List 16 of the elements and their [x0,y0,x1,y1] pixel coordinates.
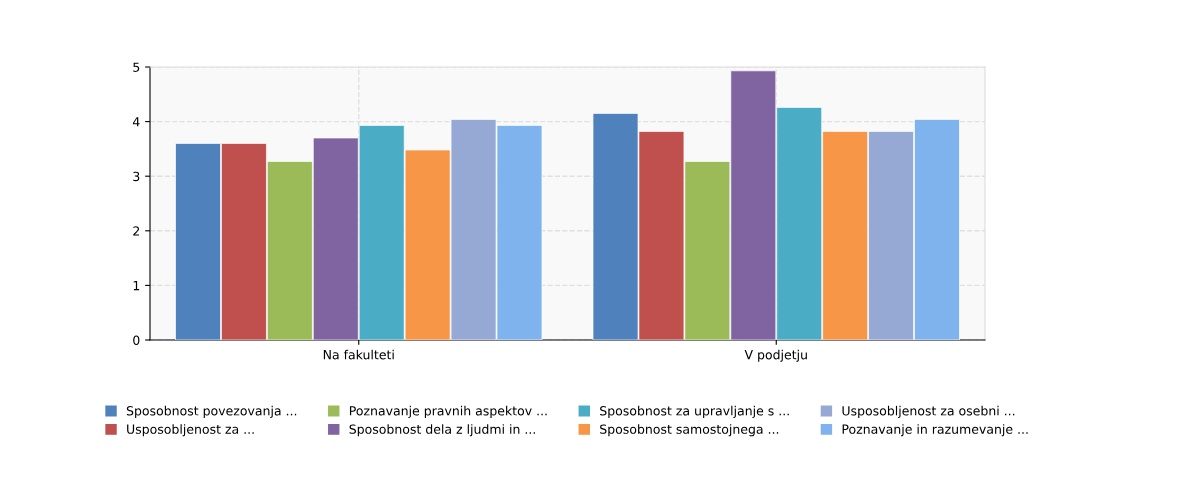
legend-label: Sposobnost povezovanja ... [126,405,297,418]
y-tick-label: 2 [133,226,140,236]
legend-label: Sposobnost dela z ljudmi in ... [349,424,535,437]
legend-label: Poznavanje pravnih aspektov ... [349,405,547,418]
x-tick-label: V podjetju [744,349,807,362]
legend-label: Sposobnost za upravljanje s ... [600,405,789,418]
legend-label: Poznavanje in razumevanje ... [842,424,1028,437]
y-tick-label: 4 [132,117,140,127]
x-tick-label: Na fakulteti [323,349,394,360]
y-tick-label: 0 [133,335,140,345]
legend-label: Usposobljenost za osebni ... [842,405,1015,418]
y-tick-label: 1 [133,281,140,291]
y-tick-label: 5 [133,62,140,72]
legend-label: Usposobljenost za ... [127,424,254,437]
y-tick-label: 3 [133,171,140,182]
legend-label: Sposobnost samostojnega ... [600,424,779,437]
